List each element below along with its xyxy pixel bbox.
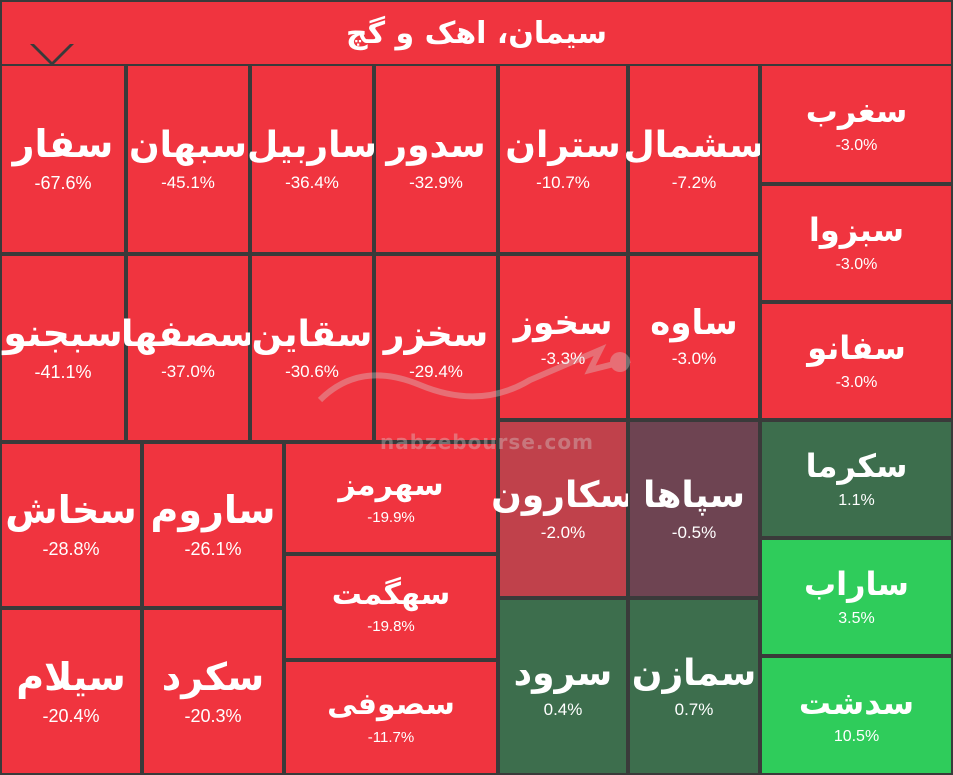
tile-name: سخوز <box>513 303 613 344</box>
tile-change: -67.6% <box>34 173 92 194</box>
tile-20[interactable]: سکرما 1.1% <box>760 420 953 538</box>
tile-23[interactable]: سیلام -20.4% <box>0 608 142 775</box>
tile-change: 0.7% <box>674 700 714 719</box>
tile-name: سخاش <box>5 488 137 533</box>
tile-change: -30.6% <box>285 361 339 381</box>
tile-name: سبزوا <box>808 211 905 249</box>
tile-name: سکرد <box>161 654 265 699</box>
tile-name: ساربیل <box>247 125 377 167</box>
tile-change: -29.4% <box>409 361 463 381</box>
tile-change: 1.1% <box>838 491 875 509</box>
tile-name: سدشت <box>798 683 915 722</box>
sector-title: سیمان، اهک و گچ <box>346 15 607 51</box>
tile-change: -28.8% <box>42 539 100 560</box>
tile-26[interactable]: سمازن 0.7% <box>628 598 760 775</box>
tile-16[interactable]: ساروم -26.1% <box>142 442 284 608</box>
tile-change: -3.0% <box>835 255 878 273</box>
tile-4[interactable]: ستران -10.7% <box>498 64 628 254</box>
tile-change: -26.1% <box>184 539 242 560</box>
tile-change: -45.1% <box>161 172 215 192</box>
tile-change: 0.4% <box>543 700 583 719</box>
sector-header[interactable]: سیمان، اهک و گچ <box>0 0 953 66</box>
tile-5[interactable]: سشمال -7.2% <box>624 64 764 254</box>
tile-name: سقاین <box>251 314 373 356</box>
tile-name: سفار <box>12 122 114 167</box>
tile-name: سغرب <box>805 92 908 130</box>
tile-14[interactable]: ساوه -3.0% <box>628 254 760 420</box>
tile-13[interactable]: سخوز -3.3% <box>498 254 628 420</box>
tile-change: -20.3% <box>184 705 242 726</box>
tile-name: ستران <box>505 125 621 167</box>
tile-change: 3.5% <box>838 609 875 627</box>
tile-21[interactable]: سهگمت -19.8% <box>284 554 498 660</box>
tile-change: -3.0% <box>671 349 717 369</box>
tile-change: -2.0% <box>540 522 586 542</box>
tile-name: سرود <box>513 652 613 694</box>
tile-name: سشمال <box>623 125 765 167</box>
tile-name: ساراب <box>803 565 910 603</box>
tile-28[interactable]: سدشت 10.5% <box>760 656 953 775</box>
tile-name: سبهان <box>128 125 248 167</box>
tile-12[interactable]: سخزر -29.4% <box>374 254 498 442</box>
tile-name: سهرمز <box>338 467 444 503</box>
tile-0[interactable]: سفار -67.6% <box>0 64 126 254</box>
tile-25[interactable]: سرود 0.4% <box>498 598 628 775</box>
tile-change: -10.7% <box>536 172 590 192</box>
tile-8[interactable]: سفانو -3.0% <box>760 302 953 420</box>
tile-change: -41.1% <box>34 362 92 383</box>
tile-7[interactable]: سبزوا -3.0% <box>760 184 953 302</box>
tile-change: -19.9% <box>367 509 415 527</box>
tile-19[interactable]: سپاها -0.5% <box>628 420 760 598</box>
tile-change: -3.0% <box>835 373 878 391</box>
tile-6[interactable]: سغرب -3.0% <box>760 64 953 184</box>
tile-17[interactable]: سهرمز -19.9% <box>284 442 498 554</box>
tile-change: -3.3% <box>540 349 586 369</box>
tile-name: سبجنو <box>3 311 123 356</box>
tile-11[interactable]: سقاین -30.6% <box>250 254 374 442</box>
tile-name: ساوه <box>650 303 738 344</box>
tile-name: سمازن <box>631 652 757 694</box>
tile-change: -11.7% <box>367 728 415 746</box>
tile-10[interactable]: سصفها -37.0% <box>121 254 255 442</box>
tile-name: سخزر <box>383 314 489 356</box>
tile-27[interactable]: سصوفی -11.7% <box>284 660 498 775</box>
tile-name: ساروم <box>150 488 276 533</box>
tile-2[interactable]: ساربیل -36.4% <box>247 64 377 254</box>
tile-change: -37.0% <box>161 361 215 381</box>
tile-name: سیلام <box>16 654 126 699</box>
tile-change: -32.9% <box>409 172 463 192</box>
tile-15[interactable]: سخاش -28.8% <box>0 442 142 608</box>
tile-name: سفانو <box>807 329 906 367</box>
tile-name: سصفها <box>120 314 256 356</box>
tile-name: سصوفی <box>327 687 455 723</box>
tile-24[interactable]: سکرد -20.3% <box>142 608 284 775</box>
tile-name: سدور <box>386 125 486 167</box>
tile-change: -20.4% <box>42 705 100 726</box>
tile-change: -36.4% <box>285 172 339 192</box>
tile-change: -3.0% <box>835 136 878 154</box>
tile-name: سکرما <box>805 447 908 485</box>
collapse-caret-icon[interactable] <box>30 42 74 66</box>
tile-change: -7.2% <box>671 172 717 192</box>
tile-22[interactable]: ساراب 3.5% <box>760 538 953 656</box>
tile-change: 10.5% <box>833 728 880 746</box>
tile-change: -0.5% <box>671 522 717 542</box>
tile-change: -19.8% <box>367 618 415 636</box>
tile-9[interactable]: سبجنو -41.1% <box>0 254 126 442</box>
tile-name: سپاها <box>642 475 746 517</box>
tile-18[interactable]: سکارون -2.0% <box>491 420 635 598</box>
tile-name: سکارون <box>491 475 635 517</box>
tile-name: سهگمت <box>331 576 451 612</box>
tile-1[interactable]: سبهان -45.1% <box>126 64 250 254</box>
tile-3[interactable]: سدور -32.9% <box>374 64 498 254</box>
